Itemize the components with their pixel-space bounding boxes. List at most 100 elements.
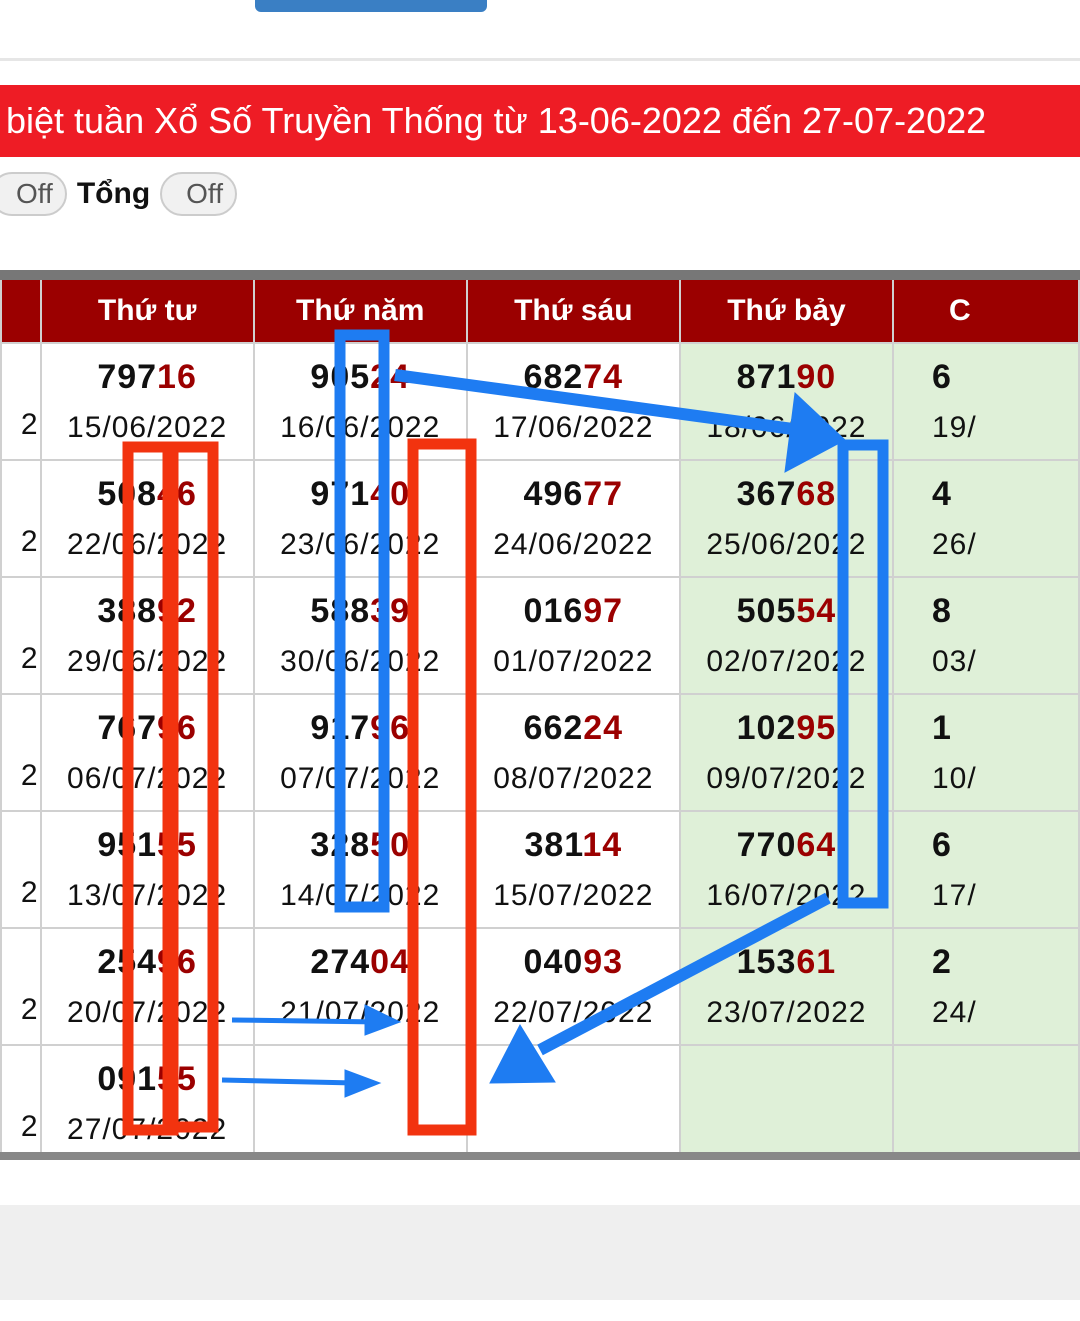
result-cell: 36768 25/06/2022 bbox=[678, 459, 894, 578]
partial-date: 2 bbox=[20, 524, 39, 558]
number-head: 770 bbox=[736, 826, 797, 864]
top-button[interactable] bbox=[255, 0, 487, 12]
result-number: 01697 bbox=[469, 592, 678, 631]
partial-date: 2 bbox=[20, 992, 39, 1026]
partial-date: 03/ bbox=[931, 645, 977, 678]
result-number: 50846 bbox=[43, 475, 252, 514]
result-cell: 76796 06/07/2022 bbox=[39, 693, 255, 812]
number-head: 328 bbox=[310, 826, 371, 864]
toggle-first[interactable]: Off bbox=[0, 172, 67, 216]
table-row: 2 50846 22/06/2022 97140 23/06/2022 49677 24/0… bbox=[0, 459, 1080, 578]
partial-number: 2 bbox=[931, 943, 952, 981]
toggle-sum[interactable]: Off bbox=[160, 172, 237, 216]
toggle-sum-label: Tổng bbox=[76, 177, 151, 210]
partial-cell: 2 bbox=[0, 810, 42, 929]
number-tail: 40 bbox=[370, 475, 410, 513]
number-tail: 77 bbox=[583, 475, 624, 513]
result-cell: 25496 20/07/2022 bbox=[39, 927, 255, 1046]
result-date: 15/07/2022 bbox=[493, 879, 654, 912]
result-number: 27404 bbox=[256, 943, 465, 982]
result-date: 09/07/2022 bbox=[706, 762, 867, 795]
result-date: 22/06/2022 bbox=[67, 528, 228, 561]
result-date: 27/07/2022 bbox=[67, 1113, 228, 1146]
result-number: 77064 bbox=[682, 826, 891, 865]
column-header: Thứ tư bbox=[39, 280, 255, 344]
result-cell: 01697 01/07/2022 bbox=[465, 576, 681, 695]
result-number: 97140 bbox=[256, 475, 465, 514]
partial-cell: 2 bbox=[0, 342, 42, 461]
number-tail: 14 bbox=[582, 826, 623, 864]
number-tail: 95 bbox=[796, 709, 837, 747]
table-row: 2 79716 15/06/2022 90524 16/06/2022 68274 17/0… bbox=[0, 342, 1080, 461]
result-number: 76796 bbox=[43, 709, 252, 748]
results-table-wrapper: Thứ tư Thứ năm Thứ sáu Thứ bảy C 2 79716 15/06… bbox=[0, 270, 1080, 1160]
number-tail: 24 bbox=[370, 358, 410, 396]
result-cell: 10295 09/07/2022 bbox=[678, 693, 894, 812]
number-tail: 93 bbox=[583, 943, 624, 981]
column-header: C bbox=[891, 280, 1080, 344]
partial-date: 2 bbox=[20, 1109, 39, 1143]
partial-cell: 6 17/ bbox=[891, 810, 1080, 929]
result-cell: 91796 07/07/2022 bbox=[252, 693, 468, 812]
result-number: 38892 bbox=[43, 592, 252, 631]
page-title-banner: biệt tuần Xổ Số Truyền Thống từ 13-06-20… bbox=[0, 85, 1080, 157]
table-row: 2 38892 29/06/2022 58839 30/06/2022 01697 01/0… bbox=[0, 576, 1080, 695]
partial-date: 2 bbox=[20, 641, 39, 675]
result-number: 58839 bbox=[256, 592, 465, 631]
partial-cell: 8 03/ bbox=[891, 576, 1080, 695]
number-tail: 55 bbox=[157, 826, 197, 864]
partial-cell: 6 19/ bbox=[891, 342, 1080, 461]
result-number: 25496 bbox=[43, 943, 252, 982]
number-head: 508 bbox=[97, 475, 158, 513]
result-cell: 50846 22/06/2022 bbox=[39, 459, 255, 578]
result-number: 49677 bbox=[469, 475, 678, 514]
partial-date: 2 bbox=[20, 758, 39, 792]
partial-cell: 2 bbox=[0, 1044, 42, 1152]
result-date: 06/07/2022 bbox=[67, 762, 228, 795]
partial-number: 6 bbox=[931, 826, 952, 864]
result-cell: 38114 15/07/2022 bbox=[465, 810, 681, 929]
number-head: 682 bbox=[523, 358, 584, 396]
result-number: 79716 bbox=[43, 358, 252, 397]
result-date: 20/07/2022 bbox=[67, 996, 228, 1029]
result-cell bbox=[465, 1044, 681, 1152]
result-cell bbox=[252, 1044, 468, 1152]
result-number: 90524 bbox=[256, 358, 465, 397]
result-date: 30/06/2022 bbox=[280, 645, 441, 678]
result-cell: 50554 02/07/2022 bbox=[678, 576, 894, 695]
footer-area bbox=[0, 1205, 1080, 1300]
partial-date: 2 bbox=[20, 407, 39, 441]
result-number: 95155 bbox=[43, 826, 252, 865]
number-tail: 68 bbox=[796, 475, 837, 513]
partial-date: 10/ bbox=[931, 762, 977, 795]
number-head: 797 bbox=[97, 358, 158, 396]
number-head: 367 bbox=[736, 475, 797, 513]
number-head: 496 bbox=[523, 475, 584, 513]
result-cell: 95155 13/07/2022 bbox=[39, 810, 255, 929]
number-head: 102 bbox=[736, 709, 797, 747]
table-row: 2 95155 13/07/2022 32850 14/07/2022 38114 15/0… bbox=[0, 810, 1080, 929]
result-number: 15361 bbox=[682, 943, 891, 982]
number-tail: 96 bbox=[157, 943, 197, 981]
partial-cell bbox=[891, 1044, 1080, 1152]
result-date: 01/07/2022 bbox=[493, 645, 654, 678]
result-date: 21/07/2022 bbox=[280, 996, 441, 1029]
partial-date: 2 bbox=[20, 875, 39, 909]
result-number: 32850 bbox=[256, 826, 465, 865]
result-date: 16/07/2022 bbox=[706, 879, 867, 912]
number-tail: 16 bbox=[157, 358, 197, 396]
result-number: 10295 bbox=[682, 709, 891, 748]
partial-number: 8 bbox=[931, 592, 952, 630]
partial-cell: 2 bbox=[0, 576, 42, 695]
result-number: 66224 bbox=[469, 709, 678, 748]
number-tail: 92 bbox=[157, 592, 197, 630]
partial-date: 24/ bbox=[931, 996, 977, 1029]
partial-number: 1 bbox=[931, 709, 952, 747]
partial-date: 19/ bbox=[931, 411, 977, 444]
number-head: 274 bbox=[310, 943, 371, 981]
toggle-sum-value: Off bbox=[186, 178, 223, 209]
column-header bbox=[0, 280, 42, 344]
number-head: 662 bbox=[523, 709, 584, 747]
table-row: 2 09155 27/07/2022 bbox=[0, 1044, 1080, 1152]
number-tail: 46 bbox=[157, 475, 197, 513]
